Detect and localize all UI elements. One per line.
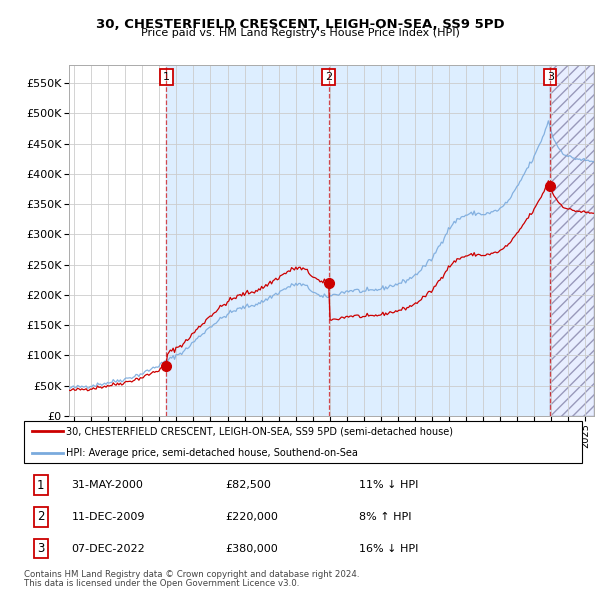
Text: Contains HM Land Registry data © Crown copyright and database right 2024.: Contains HM Land Registry data © Crown c… [24,570,359,579]
Text: Price paid vs. HM Land Registry's House Price Index (HPI): Price paid vs. HM Land Registry's House … [140,28,460,38]
Text: £380,000: £380,000 [225,543,278,553]
Text: 16% ↓ HPI: 16% ↓ HPI [359,543,418,553]
Text: 11% ↓ HPI: 11% ↓ HPI [359,480,418,490]
Text: 1: 1 [163,72,170,82]
Text: £220,000: £220,000 [225,512,278,522]
Text: 31-MAY-2000: 31-MAY-2000 [71,480,143,490]
Bar [166,65,550,416]
Text: 30, CHESTERFIELD CRESCENT, LEIGH-ON-SEA, SS9 5PD: 30, CHESTERFIELD CRESCENT, LEIGH-ON-SEA,… [95,18,505,31]
Text: 2: 2 [325,72,332,82]
Text: HPI: Average price, semi-detached house, Southend-on-Sea: HPI: Average price, semi-detached house,… [66,448,358,457]
Text: 1: 1 [37,478,44,491]
Bar [550,65,594,416]
Text: 3: 3 [37,542,44,555]
FancyBboxPatch shape [24,421,582,463]
Text: 11-DEC-2009: 11-DEC-2009 [71,512,145,522]
Text: 07-DEC-2022: 07-DEC-2022 [71,543,145,553]
Text: 30, CHESTERFIELD CRESCENT, LEIGH-ON-SEA, SS9 5PD (semi-detached house): 30, CHESTERFIELD CRESCENT, LEIGH-ON-SEA,… [66,427,453,436]
Text: 2: 2 [37,510,44,523]
Text: 3: 3 [547,72,554,82]
Text: £82,500: £82,500 [225,480,271,490]
Text: 8% ↑ HPI: 8% ↑ HPI [359,512,412,522]
Text: This data is licensed under the Open Government Licence v3.0.: This data is licensed under the Open Gov… [24,579,299,588]
